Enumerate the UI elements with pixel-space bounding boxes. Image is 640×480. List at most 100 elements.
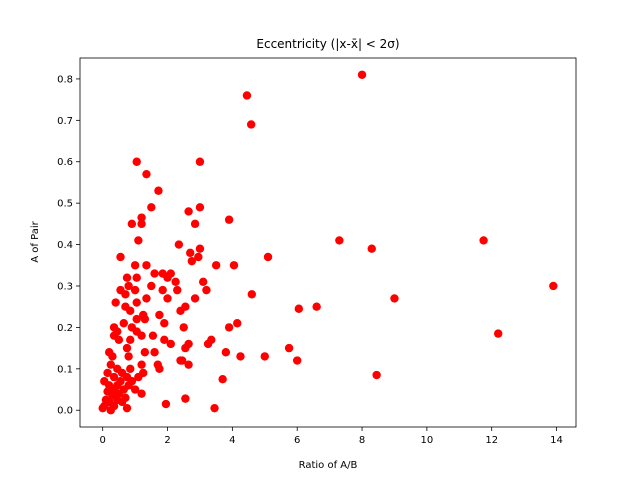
data-point xyxy=(119,319,128,328)
data-point xyxy=(242,91,252,100)
data-point xyxy=(184,360,193,369)
data-point xyxy=(335,236,344,245)
data-point xyxy=(132,157,141,166)
data-point xyxy=(142,169,151,179)
data-point xyxy=(263,252,273,262)
data-point xyxy=(187,256,197,266)
data-point xyxy=(154,186,163,195)
data-point xyxy=(134,236,143,245)
data-point xyxy=(171,277,180,287)
data-point xyxy=(134,372,143,382)
data-point xyxy=(372,370,381,380)
data-point xyxy=(357,70,367,79)
plot-frame xyxy=(79,57,577,428)
data-point xyxy=(158,285,167,295)
y-axis: 0.0 0.1 0.2 0.3 0.4 0.5 0.6 0.7 0.8 xyxy=(57,74,80,417)
data-point xyxy=(163,294,172,303)
y-tick-label: 0.2 xyxy=(57,323,73,334)
data-point xyxy=(390,294,399,303)
data-point xyxy=(195,244,205,253)
data-point xyxy=(194,252,203,262)
data-point xyxy=(284,343,294,353)
data-point xyxy=(150,348,159,357)
data-point xyxy=(181,394,190,403)
data-point xyxy=(181,343,190,353)
data-point xyxy=(494,329,503,338)
data-point xyxy=(549,281,558,291)
data-point xyxy=(137,360,146,369)
data-point xyxy=(160,335,169,345)
data-point xyxy=(148,331,158,340)
y-tick-label: 0.5 xyxy=(57,199,73,210)
data-point xyxy=(161,399,171,409)
data-point xyxy=(174,240,184,249)
data-point xyxy=(130,385,140,394)
data-point xyxy=(126,306,135,316)
data-point xyxy=(203,339,213,349)
data-point xyxy=(211,261,221,270)
data-point xyxy=(132,298,141,307)
data-point xyxy=(186,248,195,258)
data-point xyxy=(142,294,151,303)
y-axis-label: A of Pair xyxy=(30,220,41,262)
data-point xyxy=(198,277,208,287)
data-point xyxy=(236,352,245,361)
y-tick-label: 0.6 xyxy=(57,157,73,168)
data-point xyxy=(126,364,135,374)
data-point xyxy=(130,261,140,270)
data-point xyxy=(126,335,135,345)
data-point xyxy=(137,213,146,222)
data-point xyxy=(140,348,150,357)
data-point xyxy=(106,406,116,415)
data-point xyxy=(190,219,200,229)
data-point xyxy=(132,314,141,324)
data-point xyxy=(221,348,231,357)
data-point xyxy=(195,157,205,166)
x-axis-label: Ratio of A/B xyxy=(299,460,358,471)
data-point xyxy=(293,356,302,365)
data-point xyxy=(177,356,187,365)
data-point xyxy=(142,261,151,270)
data-point xyxy=(479,236,488,245)
data-point xyxy=(176,306,185,316)
data-point xyxy=(117,397,127,407)
data-point xyxy=(121,290,130,299)
data-point xyxy=(140,314,150,324)
data-point xyxy=(210,403,219,413)
data-point xyxy=(233,319,242,328)
data-point xyxy=(127,219,137,229)
data-point xyxy=(124,352,133,361)
x-axis: 0 2 4 6 8 10 12 14 xyxy=(100,427,563,446)
data-point xyxy=(195,203,205,212)
data-point xyxy=(160,319,169,328)
data-point xyxy=(103,368,112,378)
x-tick-label: 10 xyxy=(421,435,434,446)
data-point xyxy=(224,215,234,224)
data-point xyxy=(190,294,200,303)
data-point xyxy=(116,252,125,262)
data-point xyxy=(137,331,146,340)
data-point xyxy=(137,219,146,229)
x-tick-label: 0 xyxy=(100,435,106,446)
data-point xyxy=(155,310,164,320)
data-point xyxy=(218,374,227,384)
x-tick-label: 6 xyxy=(294,435,300,446)
x-tick-label: 2 xyxy=(164,435,170,446)
data-point xyxy=(122,273,132,282)
y-tick-label: 0.4 xyxy=(57,240,73,251)
chart-title: Eccentricity (|x-x̄| < 2σ) xyxy=(256,37,399,51)
data-point xyxy=(150,269,159,278)
data-point xyxy=(122,403,132,413)
y-tick-label: 0.0 xyxy=(57,406,73,417)
data-point xyxy=(367,244,376,253)
x-tick-label: 12 xyxy=(485,435,498,446)
data-point xyxy=(109,372,119,382)
data-point xyxy=(246,120,256,129)
data-point xyxy=(260,352,269,361)
data-point xyxy=(173,285,182,295)
data-point xyxy=(163,273,172,282)
data-point xyxy=(122,343,132,353)
data-point xyxy=(130,285,140,295)
